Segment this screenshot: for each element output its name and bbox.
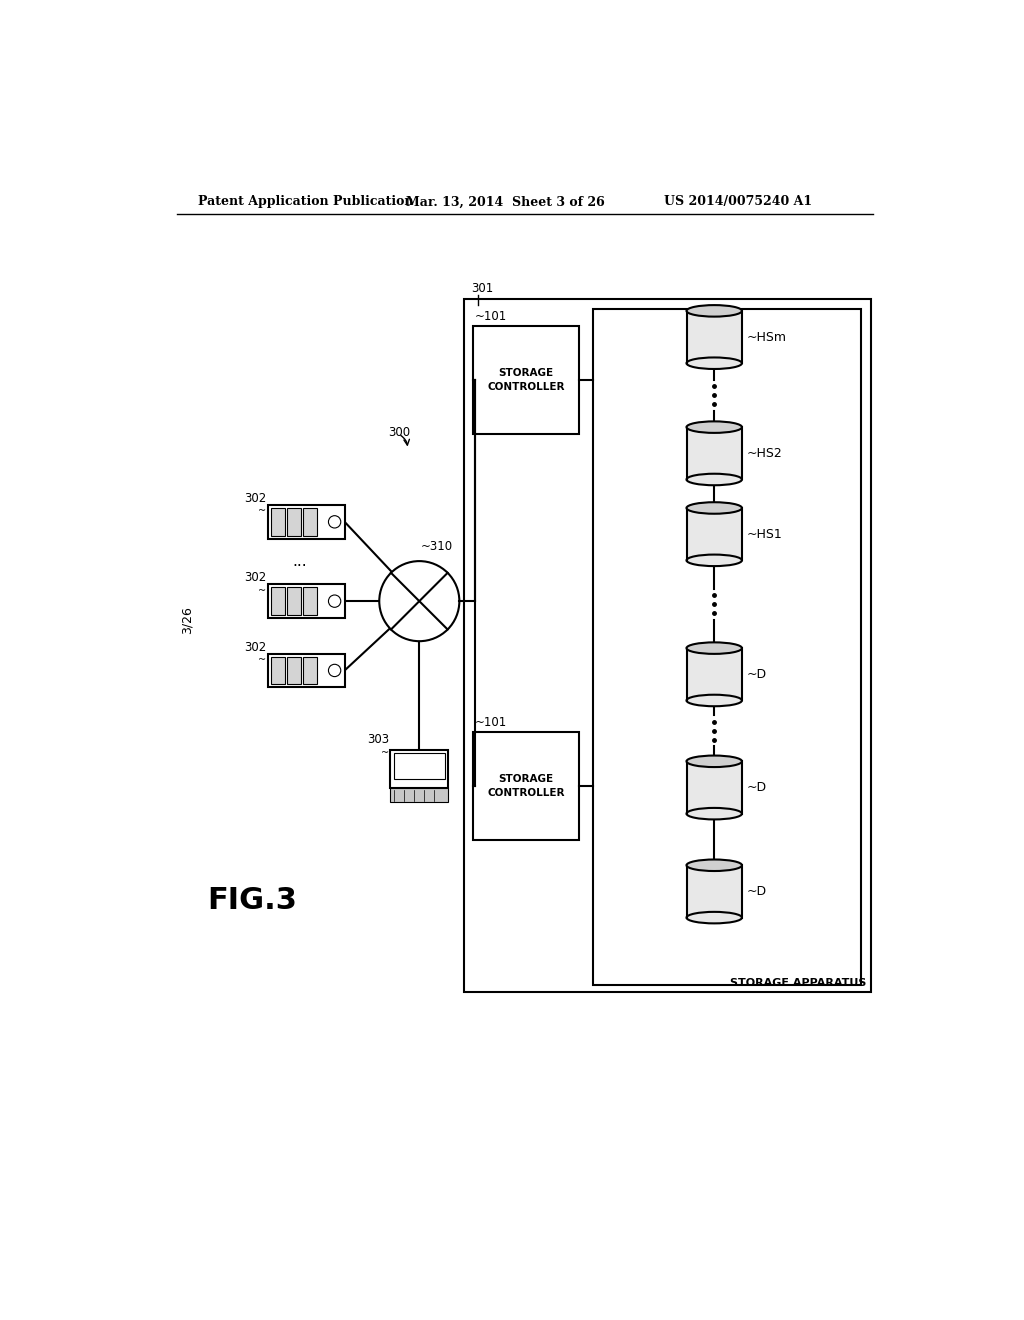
Ellipse shape (686, 305, 742, 317)
Bar (464, 300, 871, 991)
Ellipse shape (686, 474, 742, 486)
Text: ...: ... (293, 554, 307, 569)
Text: ~HS1: ~HS1 (746, 528, 782, 541)
Text: 300: 300 (388, 426, 411, 440)
Ellipse shape (686, 859, 742, 871)
Text: ~: ~ (381, 748, 389, 758)
Ellipse shape (686, 358, 742, 370)
Text: 303: 303 (367, 733, 389, 746)
Bar (303, 587, 316, 615)
Bar (393, 752, 445, 779)
Bar (270, 587, 285, 615)
Bar (287, 508, 301, 536)
Bar (270, 656, 285, 684)
Bar (287, 656, 301, 684)
FancyBboxPatch shape (686, 866, 742, 917)
Bar (473, 733, 579, 840)
FancyBboxPatch shape (686, 648, 742, 701)
Text: 301: 301 (472, 281, 494, 294)
FancyBboxPatch shape (686, 428, 742, 479)
Text: ~310: ~310 (421, 540, 453, 553)
Bar (303, 656, 316, 684)
Bar (267, 506, 345, 539)
Text: ~D: ~D (746, 781, 767, 795)
Ellipse shape (686, 502, 742, 513)
Bar (390, 750, 449, 788)
Ellipse shape (686, 554, 742, 566)
Text: ~101: ~101 (475, 715, 507, 729)
Ellipse shape (686, 755, 742, 767)
Bar (270, 508, 285, 536)
Ellipse shape (686, 421, 742, 433)
Circle shape (329, 595, 341, 607)
FancyBboxPatch shape (686, 762, 742, 813)
Text: US 2014/0075240 A1: US 2014/0075240 A1 (665, 195, 812, 209)
Text: 3/26: 3/26 (180, 606, 194, 635)
Text: ~HS2: ~HS2 (746, 446, 782, 459)
Bar (287, 587, 301, 615)
Text: Mar. 13, 2014  Sheet 3 of 26: Mar. 13, 2014 Sheet 3 of 26 (407, 195, 605, 209)
Bar (593, 309, 860, 985)
Text: ~: ~ (258, 507, 266, 516)
Circle shape (329, 516, 341, 528)
Text: STORAGE
CONTROLLER: STORAGE CONTROLLER (487, 368, 564, 392)
Bar (267, 653, 345, 688)
Text: 302: 302 (244, 572, 266, 585)
FancyBboxPatch shape (686, 508, 742, 560)
Bar (390, 788, 449, 803)
FancyBboxPatch shape (686, 312, 742, 363)
Ellipse shape (686, 808, 742, 820)
Ellipse shape (686, 643, 742, 653)
Text: ~: ~ (258, 655, 266, 665)
Ellipse shape (686, 694, 742, 706)
Text: Patent Application Publication: Patent Application Publication (199, 195, 414, 209)
Text: ~D: ~D (746, 884, 767, 898)
Text: ~D: ~D (746, 668, 767, 681)
Text: STORAGE
CONTROLLER: STORAGE CONTROLLER (487, 774, 564, 799)
Text: STORAGE APPARATUS: STORAGE APPARATUS (730, 978, 866, 989)
Circle shape (379, 561, 460, 642)
Bar (473, 326, 579, 434)
Text: 302: 302 (244, 640, 266, 653)
Text: FIG.3: FIG.3 (208, 886, 297, 915)
Text: ~101: ~101 (475, 310, 507, 323)
Text: ~HSm: ~HSm (746, 330, 786, 343)
Circle shape (329, 664, 341, 677)
Ellipse shape (686, 912, 742, 924)
Bar (303, 508, 316, 536)
Text: 302: 302 (244, 492, 266, 506)
Bar (267, 585, 345, 618)
Text: ~: ~ (258, 586, 266, 595)
